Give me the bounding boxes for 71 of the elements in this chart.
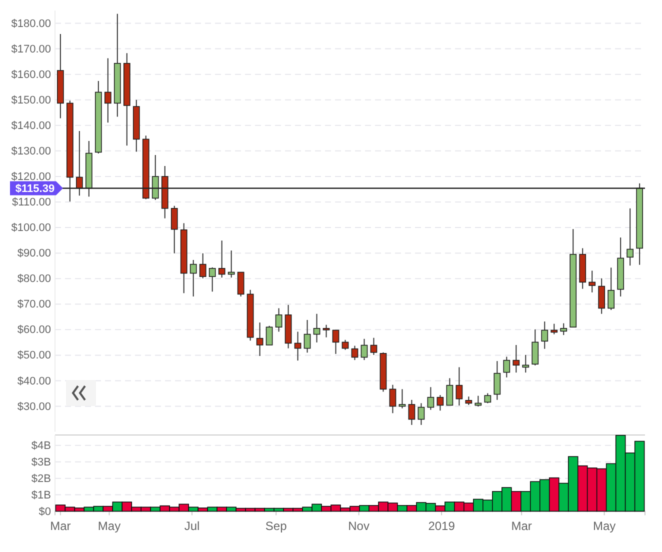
- candlestick: [237, 272, 244, 297]
- candlestick: [228, 250, 235, 278]
- x-tick-label: May: [592, 518, 616, 533]
- y-tick-label: $100.00: [11, 222, 51, 234]
- candlestick: [484, 392, 492, 404]
- candlestick: [342, 339, 349, 350]
- x-tick-label: May: [98, 518, 121, 533]
- candlestick: [550, 323, 558, 335]
- candlestick: [512, 344, 520, 374]
- candlestick: [398, 388, 406, 409]
- candlestick: [322, 324, 330, 338]
- candlestick: [351, 345, 358, 361]
- y-tick-label: $130.00: [11, 145, 51, 158]
- y-tick-label: $120.00: [11, 170, 51, 183]
- candlestick: [456, 366, 463, 406]
- y-tick-label: $1B: [31, 489, 51, 502]
- y-tick-label: $110.00: [12, 196, 51, 209]
- candlestick: [598, 278, 606, 314]
- y-tick-label: $70.00: [17, 298, 51, 311]
- candlestick: [332, 330, 340, 354]
- y-tick-label: $80.00: [17, 273, 51, 286]
- candlestick: [494, 360, 501, 400]
- x-tick-label: 2019: [428, 518, 456, 533]
- candlestick: [360, 338, 368, 361]
- candlestick: [218, 240, 226, 278]
- candlestick: [190, 259, 197, 297]
- x-tick-label: Jul: [184, 518, 200, 533]
- candlestick: [522, 354, 530, 374]
- candlestick: [541, 320, 548, 350]
- candlestick: [436, 394, 444, 412]
- y-tick-label: $40.00: [17, 375, 51, 388]
- candlestick: [588, 270, 596, 293]
- candlestick: [104, 58, 112, 124]
- candlestick: [275, 308, 282, 332]
- candlestick: [408, 399, 416, 426]
- candlestick: [503, 356, 510, 378]
- y-tick-label: $3B: [31, 456, 51, 468]
- candlestick: [474, 395, 482, 408]
- x-tick-label: Nov: [348, 518, 370, 533]
- candlestick: [170, 205, 178, 254]
- candlestick: [208, 266, 216, 292]
- y-tick-label: $170.00: [11, 43, 51, 56]
- candlestick: [199, 252, 206, 279]
- candlestick: [389, 384, 396, 414]
- x-tick-label: Sep: [265, 518, 288, 533]
- candlestick: [304, 319, 311, 354]
- y-tick-label: $140.00: [11, 120, 51, 132]
- y-tick-label: $180.00: [11, 18, 51, 30]
- ref-line-label: $115.39: [15, 183, 55, 196]
- candlestick: [427, 386, 434, 410]
- y-tick-label: $0: [38, 506, 51, 518]
- candlestick: [626, 208, 634, 266]
- y-tick-label: $150.00: [11, 94, 51, 106]
- y-tick-label: $2B: [31, 472, 51, 485]
- candlestick: [266, 325, 273, 346]
- candlestick: [370, 337, 378, 356]
- candlestick: [560, 322, 568, 336]
- y-tick-label: $50.00: [17, 350, 51, 362]
- candlestick: [532, 328, 539, 366]
- y-tick-label: $30.00: [17, 400, 51, 413]
- candlestick: [446, 378, 454, 406]
- candlestick: [608, 267, 615, 311]
- x-tick-label: Mar: [511, 518, 532, 533]
- y-tick-label: $60.00: [17, 324, 51, 336]
- y-tick-label: $160.00: [11, 68, 51, 81]
- candlestick: [313, 313, 320, 343]
- candlestick: [256, 322, 264, 356]
- x-tick-label: Mar: [50, 518, 71, 533]
- candlestick: [418, 402, 425, 426]
- y-tick-label: $4B: [31, 440, 51, 452]
- y-tick-label: $90.00: [17, 248, 51, 260]
